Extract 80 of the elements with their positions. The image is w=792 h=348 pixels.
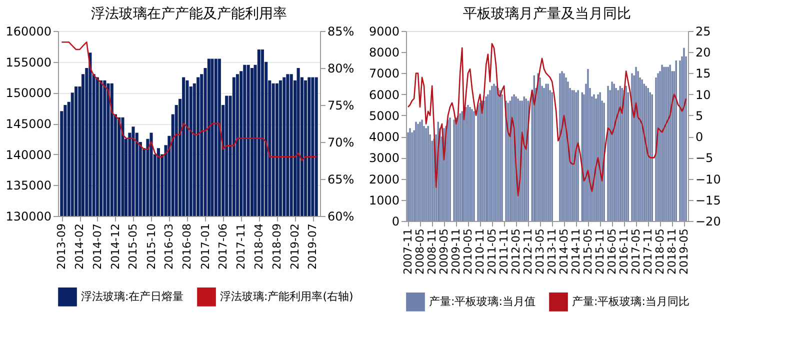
y-tick-label: 145000 bbox=[6, 117, 52, 131]
x-tick-label: 2018-11 bbox=[666, 228, 679, 274]
y2-tick-label: 5 bbox=[696, 108, 704, 123]
y2-tick-label: 15 bbox=[696, 66, 711, 81]
x-tick-label: 2011-11 bbox=[498, 228, 511, 274]
y-tick-label: 3000 bbox=[368, 151, 400, 166]
x-tick-label: 2011-05 bbox=[485, 228, 498, 274]
x-tick-label: 2018-05 bbox=[654, 228, 667, 274]
x-tick-label: 2010-05 bbox=[461, 228, 474, 274]
x-tick-label: 2008-05 bbox=[414, 228, 426, 274]
chart-title: 平板玻璃月产量及当月同比 bbox=[463, 6, 631, 22]
legend-label: 浮法玻璃:在产日熔量 bbox=[81, 290, 184, 303]
y-tick-label: 135000 bbox=[6, 178, 52, 193]
x-tick-label: 2013-11 bbox=[546, 228, 559, 274]
x-tick-label: 2014-11 bbox=[570, 228, 583, 274]
y-tick-label: 6000 bbox=[368, 88, 400, 102]
legend-label: 浮法玻璃:产能利用率(右轴) bbox=[220, 290, 354, 303]
y2-tick-label: −10 bbox=[696, 172, 721, 186]
x-tick-label: 2012-11 bbox=[522, 228, 535, 274]
y2-tick-label: −20 bbox=[696, 214, 721, 228]
x-tick-label: 2017-06 bbox=[216, 224, 230, 270]
x-tick-label: 2009-11 bbox=[450, 228, 463, 274]
y2-tick-label: 25 bbox=[696, 24, 711, 38]
x-tick-label: 2017-11 bbox=[234, 224, 248, 270]
x-tick-label: 2018-04 bbox=[252, 224, 266, 270]
legend-label: 产量:平板玻璃:当月值 bbox=[429, 294, 536, 308]
y-tick-label: 1000 bbox=[368, 193, 400, 208]
y2-tick-label: 65% bbox=[328, 172, 354, 186]
x-tick-label: 2016-03 bbox=[162, 224, 176, 270]
x-tick-label: 2014-02 bbox=[73, 224, 86, 270]
chart-title: 浮法玻璃在产产能及产能利用率 bbox=[91, 6, 287, 22]
x-tick-label: 2007-11 bbox=[402, 228, 415, 274]
y-tick-label: 8000 bbox=[368, 46, 400, 60]
y-tick-label: 7000 bbox=[368, 66, 400, 81]
x-tick-label: 2017-05 bbox=[630, 228, 643, 274]
y2-tick-label: −15 bbox=[696, 193, 721, 208]
line-series bbox=[407, 43, 687, 196]
y-tick-label: 155000 bbox=[6, 55, 52, 70]
x-tick-label: 2015-05 bbox=[581, 228, 594, 274]
y-tick-label: 9000 bbox=[368, 24, 400, 38]
legend-label: 产量:平板玻璃:当月同比 bbox=[572, 294, 690, 308]
y-tick-label: 2000 bbox=[368, 172, 400, 186]
x-tick-label: 2014-05 bbox=[557, 228, 570, 274]
x-tick-label: 2012-05 bbox=[510, 228, 523, 274]
x-tick-label: 2016-08 bbox=[180, 224, 194, 270]
y-tick-label: 130000 bbox=[6, 210, 52, 224]
y-tick-label: 5000 bbox=[368, 108, 400, 123]
y2-tick-label: −5 bbox=[696, 151, 714, 166]
y2-tick-label: 0 bbox=[696, 130, 704, 144]
x-tick-label: 2015-11 bbox=[594, 228, 607, 274]
y2-tick-label: 85% bbox=[328, 24, 354, 38]
y2-tick-label: 20 bbox=[696, 46, 711, 60]
x-tick-label: 2019-05 bbox=[677, 228, 690, 274]
y-tick-label: 150000 bbox=[6, 86, 52, 100]
x-tick-label: 2009-05 bbox=[437, 228, 450, 274]
y-tick-label: 0 bbox=[392, 214, 400, 228]
x-tick-label: 2015-10 bbox=[144, 224, 158, 270]
y2-tick-label: 70% bbox=[328, 136, 354, 150]
x-tick-label: 2013-09 bbox=[55, 224, 68, 270]
x-tick-label: 2017-01 bbox=[198, 224, 212, 270]
line-series bbox=[61, 41, 317, 162]
y2-tick-label: 10 bbox=[696, 88, 711, 102]
y-tick-label: 4000 bbox=[368, 130, 400, 144]
y2-tick-label: 80% bbox=[328, 62, 354, 76]
x-tick-label: 2010-11 bbox=[474, 228, 487, 274]
y-tick-label: 140000 bbox=[6, 148, 52, 162]
x-tick-label: 2014-12 bbox=[108, 224, 122, 270]
x-tick-label: 2016-05 bbox=[606, 228, 619, 274]
x-tick-label: 2014-07 bbox=[90, 224, 104, 270]
x-tick-label: 2017-11 bbox=[642, 228, 655, 274]
x-tick-label: 2018-09 bbox=[270, 224, 284, 270]
x-tick-label: 2019-07 bbox=[306, 224, 320, 270]
y-tick-label: 160000 bbox=[6, 24, 52, 38]
y2-tick-label: 75% bbox=[328, 98, 354, 112]
x-tick-label: 2013-05 bbox=[534, 228, 546, 274]
y2-tick-label: 60% bbox=[328, 210, 354, 224]
x-tick-label: 2019-02 bbox=[288, 224, 302, 270]
x-tick-label: 2015-05 bbox=[126, 224, 140, 270]
x-tick-label: 2008-11 bbox=[426, 228, 439, 274]
x-tick-label: 2016-11 bbox=[618, 228, 631, 274]
